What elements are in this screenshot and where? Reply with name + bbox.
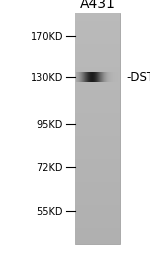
FancyBboxPatch shape (75, 136, 120, 144)
FancyBboxPatch shape (75, 29, 120, 37)
FancyBboxPatch shape (75, 220, 120, 229)
FancyBboxPatch shape (75, 197, 120, 205)
FancyBboxPatch shape (75, 14, 120, 244)
FancyBboxPatch shape (75, 82, 120, 91)
FancyBboxPatch shape (75, 129, 120, 137)
FancyBboxPatch shape (75, 90, 120, 98)
FancyBboxPatch shape (75, 52, 120, 60)
FancyBboxPatch shape (75, 236, 120, 244)
FancyBboxPatch shape (75, 144, 120, 152)
Text: A431: A431 (80, 0, 116, 11)
FancyBboxPatch shape (75, 182, 120, 190)
FancyBboxPatch shape (75, 167, 120, 175)
FancyBboxPatch shape (75, 59, 120, 68)
Text: 130KD: 130KD (31, 72, 63, 83)
FancyBboxPatch shape (75, 105, 120, 114)
FancyBboxPatch shape (75, 190, 120, 198)
FancyBboxPatch shape (75, 151, 120, 160)
Text: 72KD: 72KD (36, 163, 63, 173)
FancyBboxPatch shape (75, 75, 120, 83)
FancyBboxPatch shape (75, 13, 120, 22)
FancyBboxPatch shape (75, 121, 120, 129)
FancyBboxPatch shape (75, 98, 120, 106)
FancyBboxPatch shape (75, 36, 120, 45)
FancyBboxPatch shape (75, 113, 120, 121)
FancyBboxPatch shape (75, 21, 120, 29)
Text: 55KD: 55KD (36, 206, 63, 216)
FancyBboxPatch shape (75, 174, 120, 183)
FancyBboxPatch shape (75, 205, 120, 213)
FancyBboxPatch shape (75, 159, 120, 167)
FancyBboxPatch shape (75, 67, 120, 75)
FancyBboxPatch shape (75, 228, 120, 236)
Text: -DST: -DST (126, 71, 150, 84)
FancyBboxPatch shape (75, 44, 120, 52)
Text: 170KD: 170KD (30, 32, 63, 42)
Text: 95KD: 95KD (37, 119, 63, 130)
FancyBboxPatch shape (75, 213, 120, 221)
